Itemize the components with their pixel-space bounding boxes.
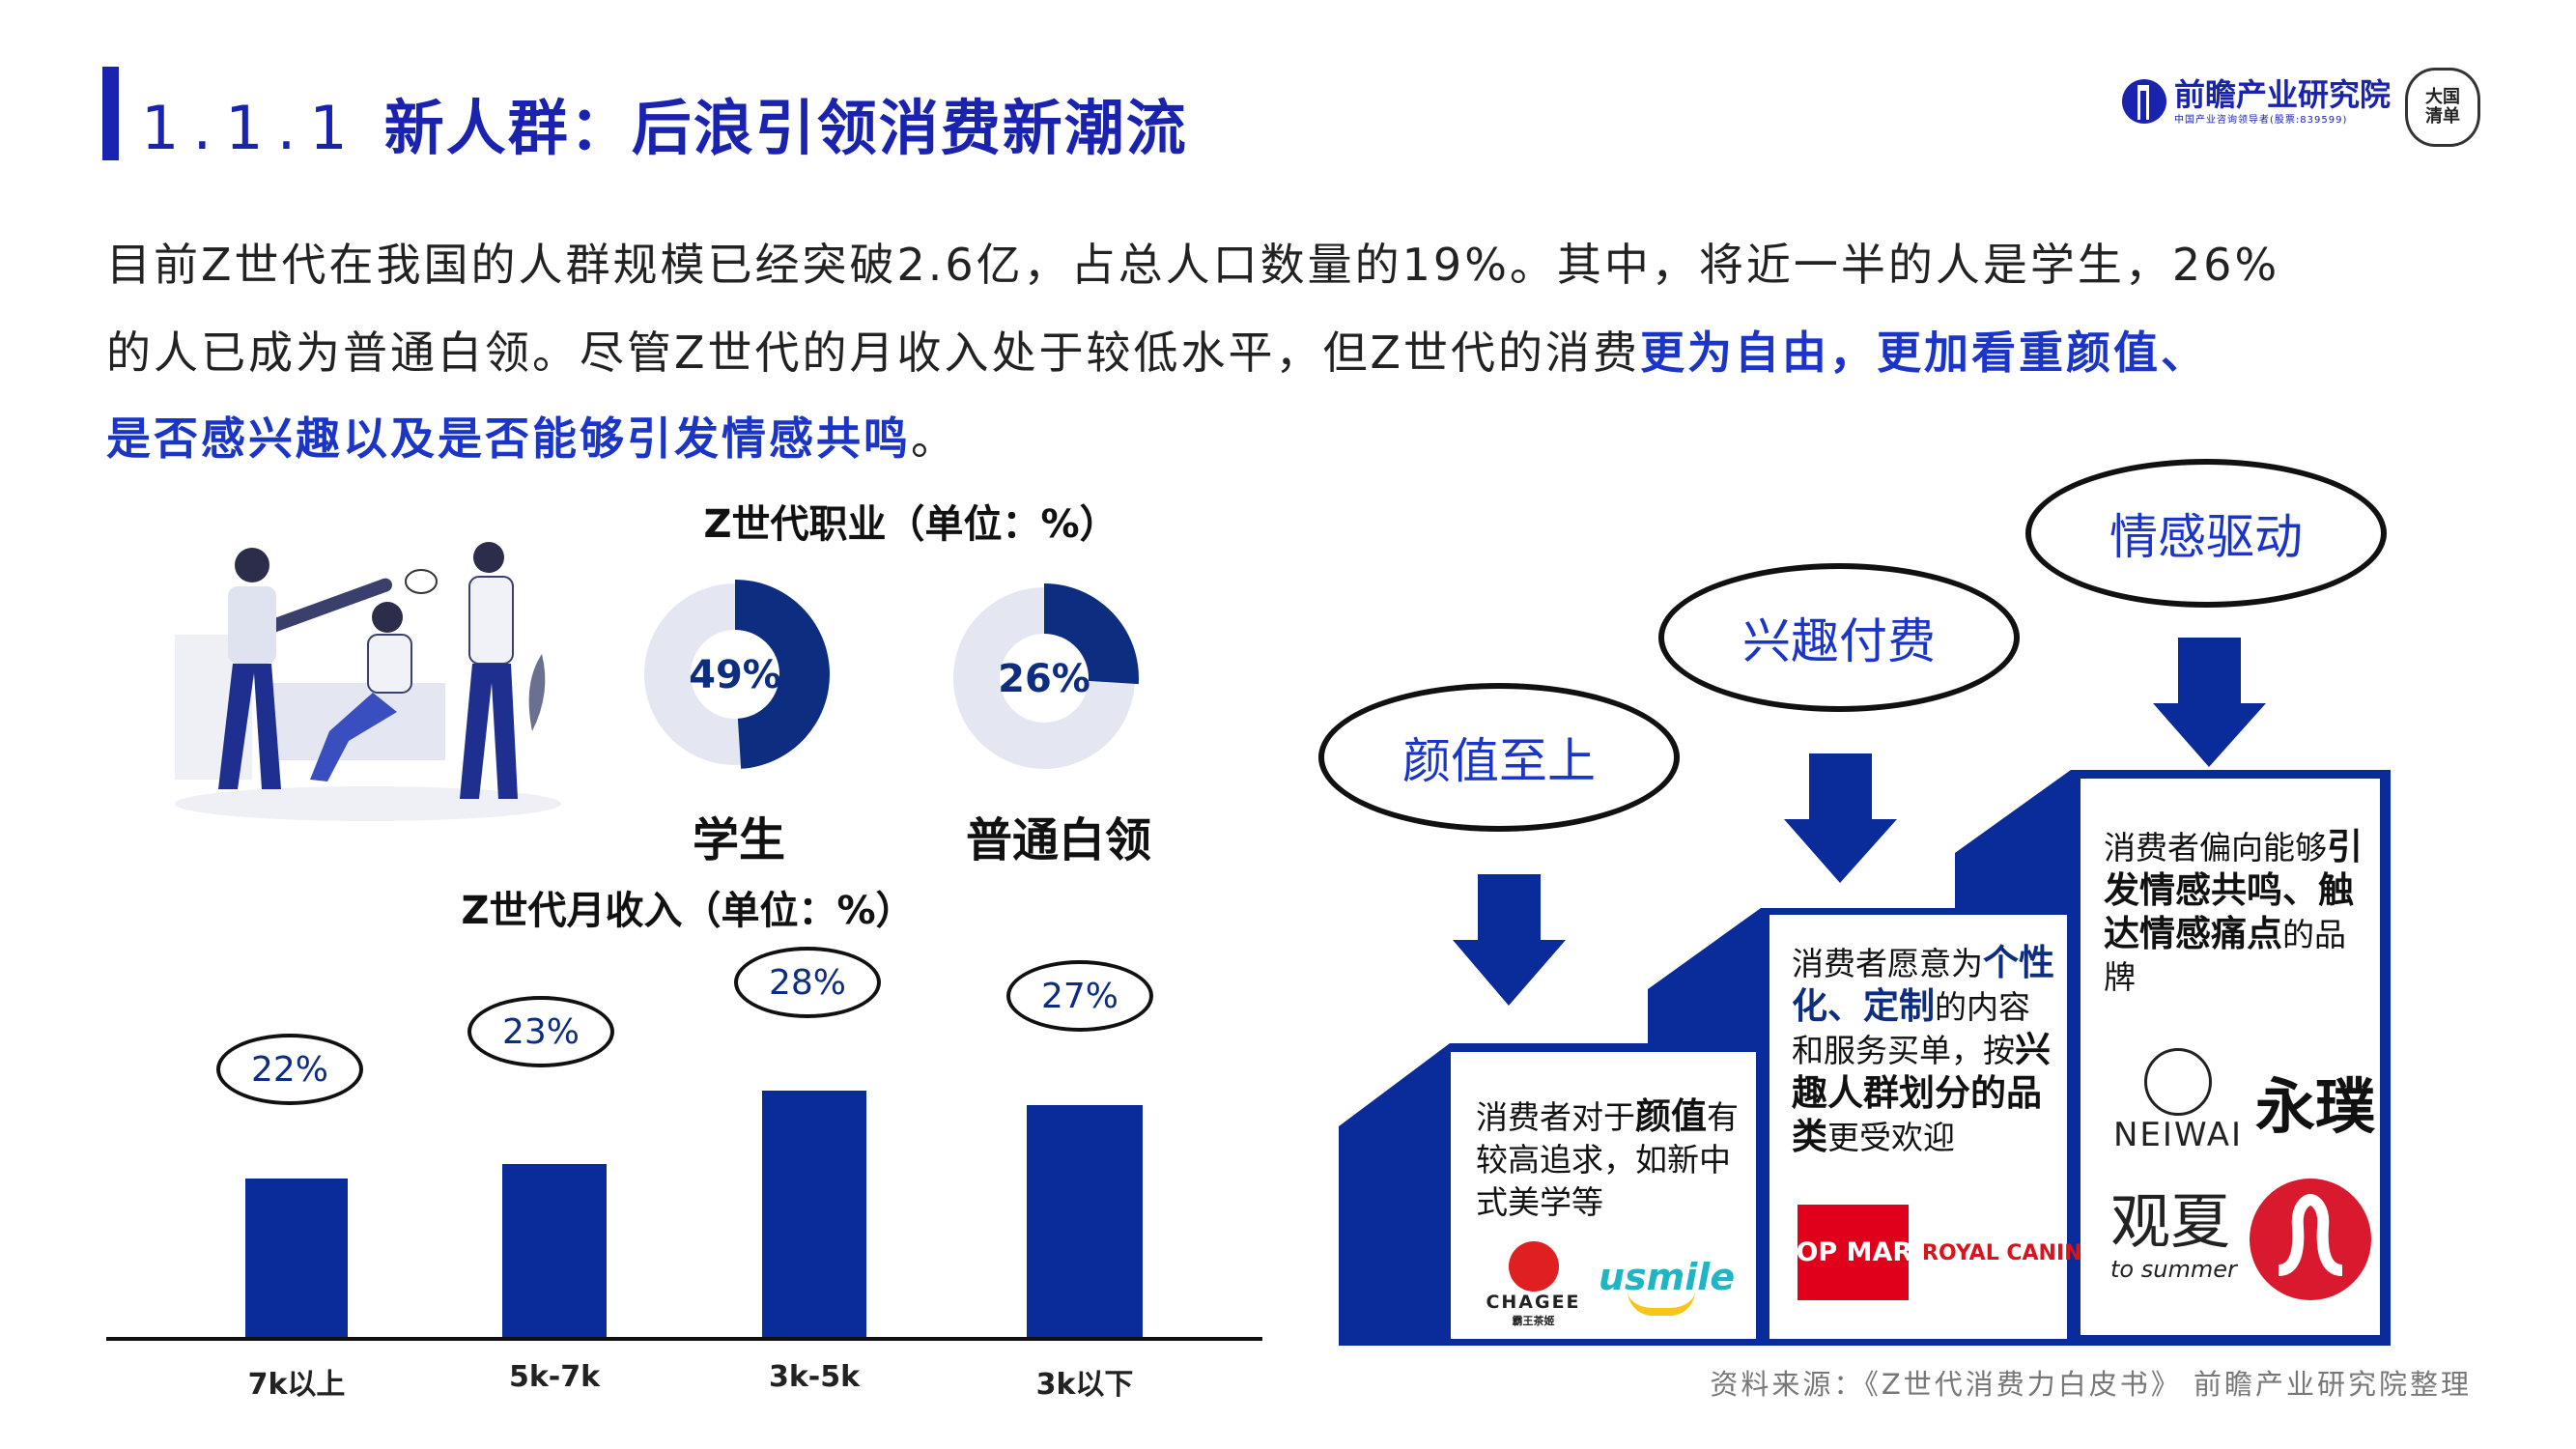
stair-text-segment: 消费者偏向能够 [2104, 829, 2327, 867]
people-illustration [175, 542, 561, 821]
donut-value-label: 26% [998, 657, 1090, 701]
stair-text-segment: 兴趣人群划分的品类 [1792, 1029, 2051, 1157]
arrow-down-icon [1453, 874, 1566, 1006]
source-note: 资料来源：《Z世代消费力白皮书》 前瞻产业研究院整理 [1710, 1368, 2472, 1401]
intro-highlight: 更为自由，更加看重颜值、 [1640, 327, 2209, 379]
intro-highlight: 是否感兴趣以及是否能够引发情感共鸣 [106, 412, 911, 465]
income-category-label: 7k以上 [247, 1368, 346, 1402]
intro-line-2: 的人已成为普通白领。尽管Z世代的月收入处于较低水平，但Z世代的消费更为自由，更加… [106, 318, 2208, 382]
income-bar [1027, 1105, 1143, 1339]
brand-name: 前瞻产业研究院 [2174, 75, 2392, 113]
neiwai-emblem-icon [2144, 1048, 2212, 1116]
income-bar [502, 1163, 607, 1339]
stair-text-segment: 消费者愿意为 [1792, 945, 1983, 982]
to-summer-logo: 观夏 to summer [2110, 1186, 2237, 1284]
yongpu-logo: 永璞 [2255, 1071, 2376, 1142]
tag-oval-appearance: 颜值至上 [1318, 683, 1680, 832]
intro-text: 。 [911, 412, 958, 465]
income-category-label: 3k-5k [768, 1360, 861, 1394]
title-accent-bar [102, 67, 119, 160]
donut-label-white-collar: 普通白领 [965, 813, 1152, 867]
income-bar [245, 1178, 348, 1339]
income-bar [762, 1091, 866, 1339]
x-axis-line [106, 1337, 1262, 1341]
occupation-chart-title: Z世代职业（单位：%） [703, 502, 1118, 547]
stair-box-1 [1451, 1052, 1756, 1339]
occupation-donuts: 49% 26% [644, 580, 1139, 769]
seal-logo: 大国 清单 [2405, 68, 2480, 147]
stair-text-segment: 的内容和服务买单，按 [1792, 988, 2030, 1069]
donut-label-student: 学生 [692, 813, 786, 867]
income-value-label: 28% [734, 947, 881, 1018]
intro-text: 的人已成为普通白领。尽管Z世代的月收入处于较低水平，但Z世代的消费 [106, 327, 1641, 379]
smile-icon [1628, 1291, 1695, 1316]
tag-oval-emotion: 情感驱动 [2025, 459, 2387, 608]
income-category-label: 3k以下 [1035, 1368, 1134, 1402]
brand-tagline: 中国产业咨询领导者(股票:839599) [2174, 114, 2348, 126]
stair-text-segment: 引发情感共鸣、触达情感痛点 [2104, 826, 2363, 954]
page-title: 1.1.1 新人群：后浪引领消费新潮流 [141, 79, 1188, 166]
title-text: 新人群：后浪引领消费新潮流 [383, 93, 1188, 163]
income-value-label: 27% [1006, 960, 1153, 1032]
stair-text-segment: 消费者对于 [1476, 1098, 1635, 1136]
stair-text-segment: 个性化、定制 [1792, 942, 2054, 1027]
stair-text-segment: 更受欢迎 [1827, 1119, 1955, 1156]
stair-2-text: 消费者愿意为个性化、定制的内容和服务买单，按兴趣人群划分的品类更受欢迎 [1792, 942, 2057, 1159]
brand-logo: 前瞻产业研究院 中国产业咨询领导者(股票:839599) [2120, 77, 2391, 126]
stair-text-segment: 的品牌 [2104, 916, 2346, 996]
lighthouse-logo-icon [2122, 79, 2166, 124]
royal-canin-logo: ROYAL CANIN [1922, 1241, 2082, 1265]
donut-value-label: 49% [689, 653, 781, 697]
stair-3-text: 消费者偏向能够引发情感共鸣、触达情感痛点的品牌 [2104, 826, 2369, 999]
income-value-label: 23% [467, 996, 614, 1067]
intro-line-3: 是否感兴趣以及是否能够引发情感共鸣。 [106, 404, 958, 468]
income-category-label: 5k-7k [508, 1360, 601, 1394]
income-value-label: 22% [216, 1034, 363, 1105]
lululemon-logo-icon [2250, 1179, 2371, 1300]
popmart-logo: POP MART [1777, 1205, 1929, 1300]
stair-text-segment: 颜值 [1635, 1095, 1707, 1137]
donut-slice [1044, 583, 1139, 685]
neiwai-logo: NEIWAI [2110, 1048, 2246, 1154]
usmile-logo: usmile [1599, 1256, 1735, 1316]
income-chart-title: Z世代月收入（单位：%） [461, 889, 915, 933]
tag-oval-interest: 兴趣付费 [1658, 563, 2020, 712]
chagee-logo: CHAGEE 霸王茶姬 [1483, 1241, 1584, 1328]
chagee-emblem-icon [1508, 1241, 1559, 1292]
stair-text-segment: 有较高追求，如新中式美学等 [1476, 1098, 1739, 1221]
donut-slice [735, 580, 830, 769]
arrow-down-icon [1784, 753, 1897, 883]
arrow-down-icon [2153, 638, 2266, 767]
intro-line-1: 目前Z世代在我国的人群规模已经突破2.6亿，占总人口数量的19%。其中，将近一半… [106, 239, 2280, 291]
section-number: 1.1.1 [141, 93, 361, 163]
stair-1-text: 消费者对于颜值有较高追求，如新中式美学等 [1476, 1095, 1746, 1224]
